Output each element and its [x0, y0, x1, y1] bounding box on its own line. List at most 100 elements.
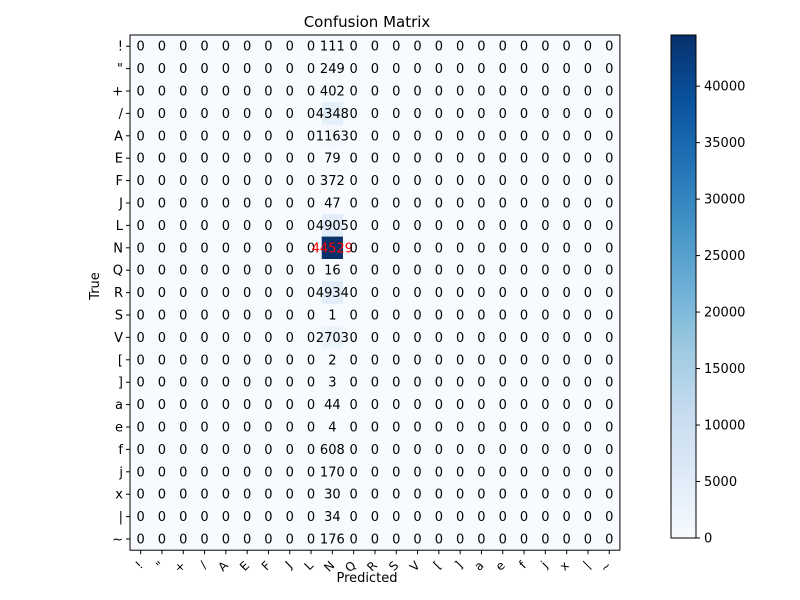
cell-value-label: 0: [222, 353, 230, 368]
cell-value-label: 0: [264, 331, 272, 346]
heatmap-cell: [598, 124, 621, 148]
cell-value-label: 0: [563, 488, 571, 503]
y-tick-label: F: [116, 174, 123, 189]
cell-value-label: 0: [371, 241, 379, 256]
heatmap-cell: [300, 371, 323, 394]
heatmap-cell: [343, 214, 365, 237]
colorbar-tick-label: 30000: [704, 193, 745, 208]
heatmap-cell: [470, 124, 493, 148]
cell-value-label: 0: [563, 421, 571, 436]
heatmap-cell: [428, 236, 450, 260]
cell-value-label: 0: [243, 152, 251, 167]
heatmap-cell: [215, 483, 237, 506]
cell-value-label: 0: [200, 286, 208, 301]
heatmap-cell: [428, 35, 450, 58]
heatmap-cell: [385, 281, 408, 305]
heatmap-cell: [279, 505, 301, 529]
cell-value-label: 0: [307, 510, 315, 525]
cell-value-label: 0: [350, 309, 358, 324]
heatmap-cell: [534, 35, 557, 58]
heatmap-cell: [513, 169, 536, 193]
heatmap-cell: [534, 527, 557, 551]
y-tick-label: A: [114, 129, 123, 144]
cell-value-label: 0: [413, 129, 421, 144]
heatmap-cell: [577, 393, 599, 417]
cell-value-label: 0: [435, 107, 443, 122]
heatmap-cell: [236, 326, 259, 349]
cell-value-label: 0: [520, 309, 528, 324]
heatmap-cell: [428, 326, 450, 349]
cell-value-label: 0: [605, 174, 613, 189]
heatmap-cell: [343, 259, 365, 282]
heatmap-cell: [300, 415, 323, 439]
cell-value-label: 0: [413, 533, 421, 548]
heatmap-cell: [343, 326, 365, 349]
heatmap-cell: [577, 438, 599, 461]
heatmap-cell: [556, 236, 578, 260]
cell-value-label: 0: [179, 107, 187, 122]
heatmap-cell: [321, 527, 344, 551]
heatmap-cell: [279, 147, 301, 170]
heatmap-cell: [470, 236, 493, 260]
cell-value-label: 0: [200, 353, 208, 368]
heatmap-cell: [193, 527, 216, 551]
heatmap-cell: [151, 303, 173, 327]
heatmap-cell: [343, 236, 365, 260]
heatmap-cell: [343, 35, 365, 58]
heatmap-cell: [364, 371, 386, 394]
cell-value-label: 0: [541, 443, 549, 458]
cell-value-label: 0: [264, 241, 272, 256]
cell-value-label: 0: [541, 62, 549, 77]
cell-value-label: 0: [243, 62, 251, 77]
cell-value-label: 0: [200, 488, 208, 503]
cell-value-label: 0: [200, 62, 208, 77]
y-tick-label: [: [118, 353, 123, 368]
cell-value-label: 0: [179, 286, 187, 301]
cell-value-label: 0: [520, 40, 528, 55]
cell-value-label: 0: [584, 107, 592, 122]
heatmap-cell: [406, 124, 429, 148]
heatmap-cell: [279, 35, 301, 58]
heatmap-cell: [492, 281, 514, 305]
cell-value-label: 1: [328, 309, 336, 324]
cell-value-label: 0: [456, 443, 464, 458]
heatmap-cell: [470, 102, 493, 125]
cell-value-label: 0: [477, 465, 485, 480]
heatmap-cell: [279, 102, 301, 125]
cell-value-label: 0: [392, 241, 400, 256]
heatmap-cell: [321, 415, 344, 439]
heatmap-cell: [130, 259, 152, 282]
y-tick-label: |: [119, 510, 123, 525]
cell-value-label: 0: [392, 264, 400, 279]
cell-value-label: 0: [158, 219, 166, 234]
cell-value-label: 0: [158, 353, 166, 368]
cell-value-label: 0: [307, 465, 315, 480]
heatmap-cell: [215, 124, 237, 148]
cell-value-label: 0: [563, 331, 571, 346]
y-tick-label: Q: [113, 264, 123, 279]
heatmap-cell: [193, 214, 216, 237]
cell-value-label: 0: [286, 376, 294, 391]
heatmap-cell: [193, 348, 216, 372]
cell-value-label: 0: [413, 241, 421, 256]
heatmap-cell: [321, 505, 344, 529]
heatmap-cell: [428, 303, 450, 327]
cell-value-label: 0: [435, 241, 443, 256]
cell-value-label: 0: [413, 219, 421, 234]
heatmap-cell: [257, 281, 280, 305]
heatmap-cell: [193, 483, 216, 506]
heatmap-cell: [151, 191, 173, 215]
cell-value-label: 0: [520, 107, 528, 122]
heatmap-cell: [513, 483, 536, 506]
heatmap-cell: [385, 191, 408, 215]
y-tick-label: /: [119, 107, 124, 122]
heatmap-cell: [449, 191, 472, 215]
cell-value-label: 0: [499, 219, 507, 234]
cell-value-label: 0: [371, 107, 379, 122]
cell-value-label: 0: [392, 488, 400, 503]
heatmap-cell: [385, 326, 408, 349]
cell-value-label: 0: [264, 465, 272, 480]
cell-value-label: 0: [477, 353, 485, 368]
heatmap-cell: [428, 483, 450, 506]
cell-value-label: 0: [222, 488, 230, 503]
